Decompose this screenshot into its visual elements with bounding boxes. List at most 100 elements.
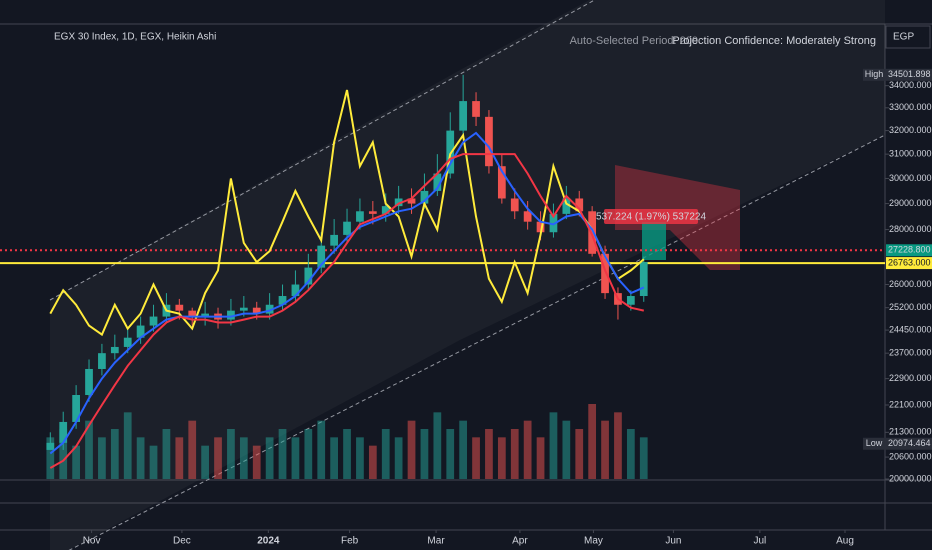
annotation: 537.224 (1.97%) 537224 (596, 212, 707, 223)
volume-bar (497, 437, 506, 479)
level-label: 27228.800 (888, 245, 931, 255)
candle-body (575, 198, 584, 212)
candle-body (639, 262, 648, 297)
confidence-label: Projection Confidence: Moderately Strong (672, 35, 876, 47)
volume-bar (317, 420, 326, 479)
y-tick-label: 25200.000 (889, 302, 932, 312)
indicator-line (49, 131, 645, 455)
candle-body (356, 211, 364, 222)
volume-bar (175, 437, 184, 479)
channel-lower (68, 134, 886, 550)
candle-body (472, 101, 480, 117)
volume-bar (110, 429, 119, 479)
y-tick-label: 32000.000 (889, 125, 932, 135)
volume-bar (394, 437, 403, 479)
channel-fill (50, 0, 885, 550)
x-tick-label: Dec (173, 536, 191, 547)
level-name: High (865, 69, 884, 79)
volume-bar (46, 437, 55, 479)
volume-bar (72, 445, 80, 479)
volume-bar (85, 420, 93, 479)
volume-bar (265, 437, 274, 479)
y-tick-label: 31000.000 (889, 149, 932, 159)
candle-body (149, 316, 158, 326)
y-tick-label: 29000.000 (889, 198, 932, 208)
candle-body (175, 304, 184, 311)
volume-bar (227, 429, 235, 479)
volume-bar (575, 429, 584, 479)
candle-body (446, 130, 455, 174)
candle-body (343, 221, 351, 235)
candle-body (485, 116, 493, 167)
volume-bar (626, 429, 635, 479)
volume-bar (343, 429, 351, 479)
channel-upper (49, 0, 596, 301)
candle-body (626, 296, 635, 305)
y-tick-label: 30000.000 (889, 173, 932, 183)
candle-body (459, 101, 468, 131)
level-label-bg (886, 244, 932, 257)
candle-body (98, 353, 106, 369)
volume-bar (549, 412, 558, 479)
x-tick-label: Nov (83, 536, 101, 547)
volume-bar (278, 429, 287, 479)
volume-bar (446, 429, 455, 479)
candle-body (394, 198, 403, 207)
candle-body (304, 267, 313, 285)
volume-bar (433, 412, 442, 479)
volume-bar (523, 420, 532, 479)
annotation-bg (604, 209, 698, 224)
candle-body (278, 296, 287, 305)
level-label: 34501.898 (888, 69, 931, 79)
volume-bar (98, 437, 106, 479)
candle-body (110, 346, 119, 354)
candle-body (368, 211, 377, 214)
volume-bar (536, 437, 545, 479)
volume-bar (252, 445, 261, 479)
level-label-bg (886, 68, 932, 81)
candle-body (549, 213, 558, 233)
candle-body (420, 190, 429, 204)
indicator-line (49, 153, 645, 469)
level-name-bg (863, 437, 885, 450)
volume-bar (601, 420, 609, 479)
x-tick-label: Aug (836, 536, 854, 547)
volume-bar (639, 437, 648, 479)
y-tick-label: 20000.000 (889, 473, 932, 483)
y-tick-label: 22900.000 (889, 373, 932, 383)
volume-bar (239, 437, 248, 479)
level-name: Low (866, 438, 883, 448)
candle-body (265, 304, 274, 314)
level-label-bg (886, 257, 932, 270)
volume-bar (381, 429, 390, 479)
currency-box[interactable] (885, 25, 931, 49)
candle-body (136, 325, 145, 338)
x-tick-label: Apr (512, 536, 528, 547)
volume-bar (368, 445, 377, 479)
level-label-bg (886, 437, 932, 450)
volume-bar (485, 429, 493, 479)
x-tick-label: Feb (341, 536, 359, 547)
volume-bar (304, 429, 313, 479)
candle-body (330, 234, 339, 246)
y-tick-label: 33000.000 (889, 102, 932, 112)
volume-bar (149, 445, 158, 479)
candle-body (188, 310, 197, 317)
volume-bar (214, 437, 222, 479)
candle-body (433, 173, 442, 191)
y-tick-label: 28000.000 (889, 224, 932, 234)
candle-body (562, 198, 571, 214)
volume-bar (510, 429, 519, 479)
y-tick-label: 24450.000 (889, 324, 932, 334)
candle-body (239, 307, 248, 311)
candle-body (201, 313, 209, 317)
y-tick-label: 26000.000 (889, 279, 932, 289)
candle-body (46, 442, 55, 450)
y-tick-label: 34000.000 (889, 80, 932, 90)
volume-bar (162, 429, 171, 479)
volume-bar (188, 420, 197, 479)
volume-bar (588, 404, 597, 479)
candle-body (252, 307, 261, 314)
